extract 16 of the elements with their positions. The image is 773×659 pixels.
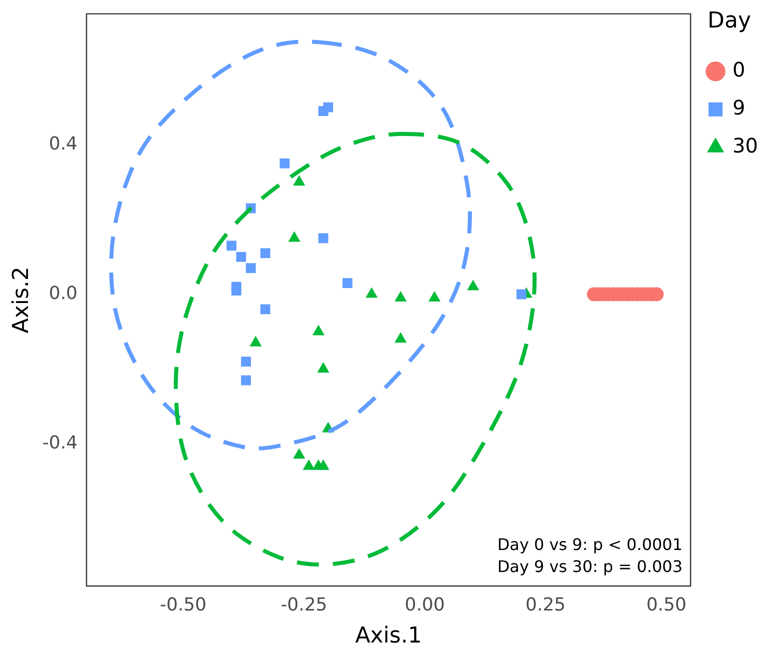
x-tick-label: 0.00	[404, 594, 445, 616]
annotation: Day 9 vs 30: p = 0.003	[497, 557, 683, 576]
x-tick-label: -0.25	[280, 594, 328, 616]
x-tick-label: 0.50	[646, 594, 686, 616]
legend-label: 0	[732, 58, 746, 82]
x-axis-title: Axis.1	[355, 624, 422, 649]
y-tick-label: 0.4	[48, 133, 78, 154]
x-tick-label: -0.50	[160, 594, 206, 616]
y-tick-label: 0.0	[48, 282, 78, 304]
legend-label: 9	[732, 96, 746, 120]
y-axis-title: Axis.2	[8, 266, 34, 334]
legend-label: 30	[732, 134, 758, 158]
annotation: Day 0 vs 9: p < 0.0001	[497, 535, 683, 554]
y-tick-label: -0.4	[42, 432, 78, 454]
x-tick-label: 0.25	[526, 594, 566, 616]
legend-title: Day	[708, 8, 751, 34]
